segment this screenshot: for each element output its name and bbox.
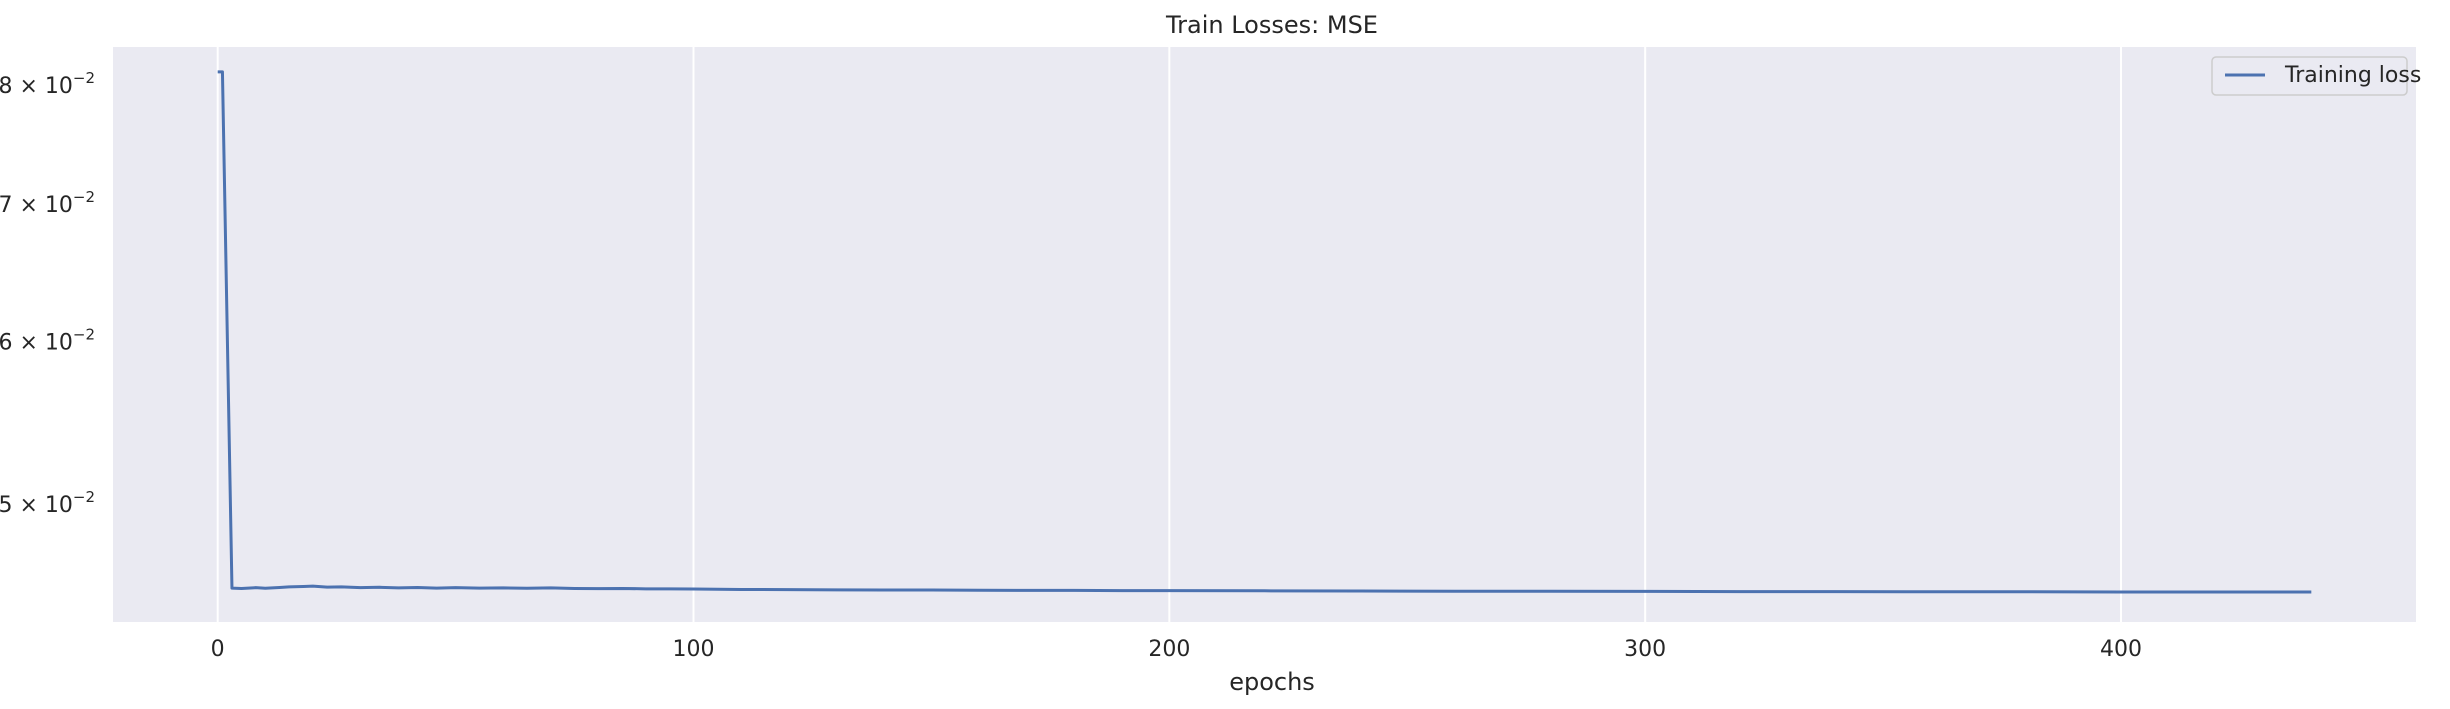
x-tick-label: 0	[211, 637, 225, 662]
series-line-training-loss	[217, 70, 2312, 594]
gridlines	[216, 47, 2122, 622]
y-tick-label: 7 × 10−2	[0, 188, 95, 218]
legend-box	[2211, 56, 2408, 96]
chart-title: Train Losses: MSE	[1165, 11, 1378, 39]
x-tick-label: 400	[2100, 637, 2142, 662]
legend-label-training-loss: Training loss	[2284, 63, 2421, 88]
x-tick-labels: 0 100 200 300 400	[211, 637, 2142, 662]
x-axis-label: epochs	[1229, 668, 1315, 696]
x-tick-label: 300	[1624, 637, 1666, 662]
plot-background	[113, 47, 2416, 622]
legend: Training loss	[2211, 56, 2421, 96]
y-tick-labels: 8 × 10−2 7 × 10−2 6 × 10−2 5 × 10−2	[0, 69, 95, 518]
series-layer	[217, 70, 2312, 594]
x-tick-label: 100	[673, 637, 715, 662]
y-tick-label: 8 × 10−2	[0, 69, 95, 99]
x-tick-label: 200	[1148, 637, 1190, 662]
y-tick-label: 5 × 10−2	[0, 488, 95, 518]
y-tick-label: 6 × 10−2	[0, 326, 95, 356]
